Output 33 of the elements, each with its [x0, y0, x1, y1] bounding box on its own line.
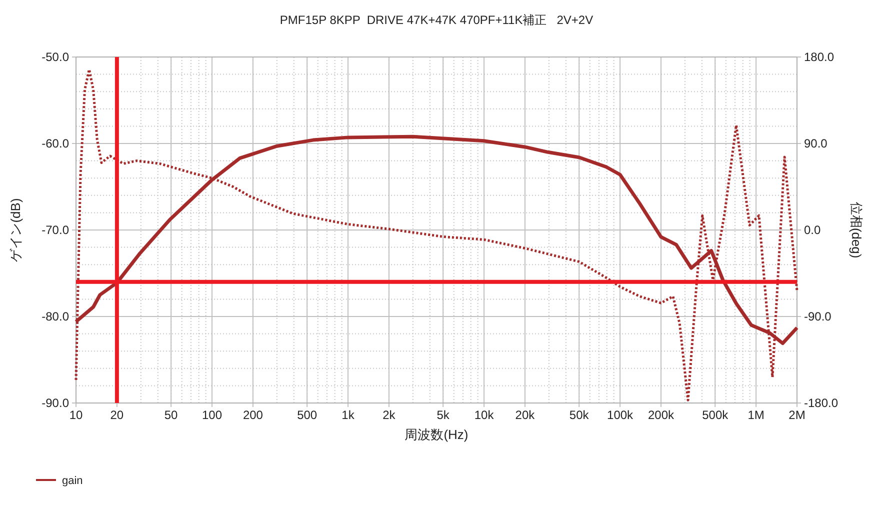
legend: gain	[36, 475, 83, 487]
x-tick-label: 2M	[788, 408, 806, 422]
x-axis-title: 周波数(Hz)	[404, 427, 468, 442]
x-tick-label: 20k	[515, 408, 536, 422]
x-tick-label: 5k	[436, 408, 450, 422]
y-tick-label: -60.0	[42, 136, 70, 150]
y-tick-label: -50.0	[42, 50, 70, 64]
x-tick-label: 1k	[342, 408, 356, 422]
x-tick-label: 50k	[569, 408, 590, 422]
y-axis-title: ゲイン(dB)	[8, 198, 23, 262]
x-tick-label: 500k	[702, 408, 730, 422]
y2-tick-label: 180.0	[804, 50, 834, 64]
x-tick-label: 200k	[648, 408, 675, 422]
y2-tick-label: -180.0	[804, 396, 838, 410]
x-tick-label: 100k	[607, 408, 634, 422]
x-tick-label: 100	[202, 408, 222, 422]
x-tick-label: 1M	[748, 408, 764, 422]
y2-tick-label: 90.0	[804, 136, 828, 150]
y-tick-label: -90.0	[42, 396, 70, 410]
chart-title: PMF15P 8KPP DRIVE 47K+47K 470PF+11K補正 2V+2V	[280, 13, 594, 27]
y2-tick-label: 0.0	[804, 223, 822, 237]
x-tick-label: 10k	[474, 408, 495, 422]
x-tick-label: 10	[69, 408, 83, 422]
x-tick-label: 20	[110, 408, 124, 422]
y-tick-label: -70.0	[42, 223, 70, 237]
y2-tick-label: -90.0	[804, 310, 832, 324]
x-tick-label: 2k	[382, 408, 396, 422]
y2-axis-title: 位相(deg)	[849, 202, 864, 258]
x-tick-label: 50	[164, 408, 178, 422]
x-tick-label: 500	[297, 408, 318, 422]
legend-label: gain	[62, 475, 83, 487]
y-tick-label: -80.0	[42, 310, 70, 324]
x-tick-label: 200	[242, 408, 264, 422]
